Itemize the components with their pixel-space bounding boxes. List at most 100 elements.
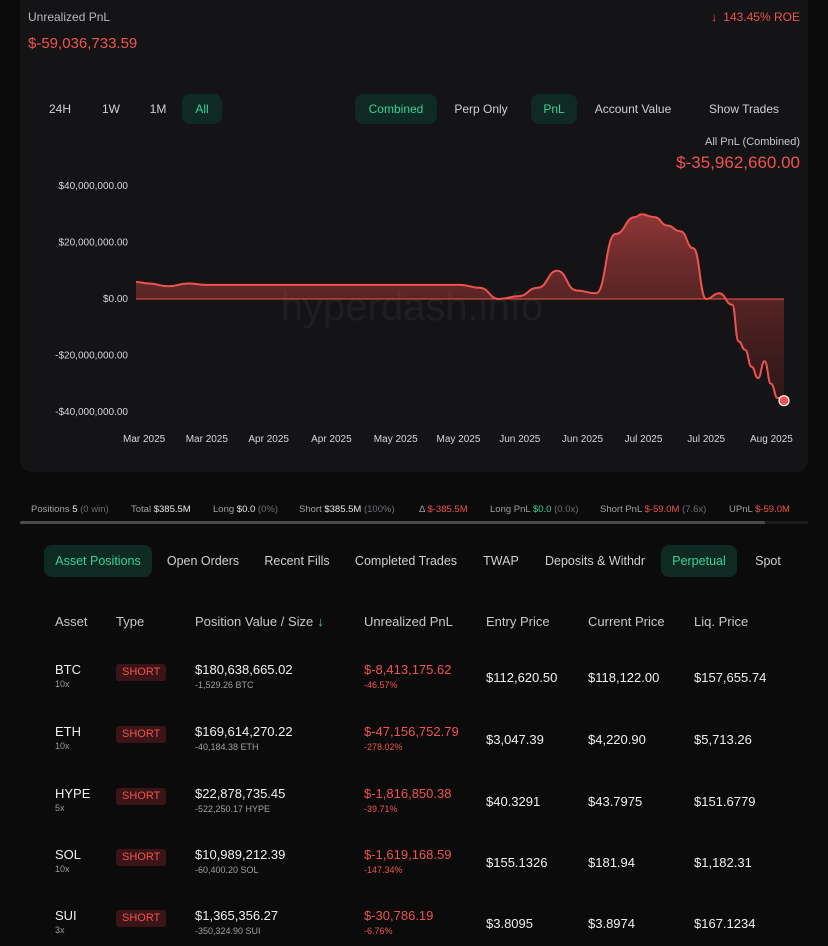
- current-price: $118,122.00: [588, 670, 660, 685]
- entry-price: $40.3291: [486, 794, 541, 809]
- unrealized-pnl: $-30,786.19: [364, 908, 434, 923]
- liquidation-price: $151.6779: [694, 794, 756, 809]
- pnl-area-fill: [136, 214, 784, 401]
- pnl-metric-button[interactable]: PnL: [531, 94, 577, 124]
- header-liq-price[interactable]: Liq. Price: [694, 614, 749, 629]
- table-row[interactable]: HYPE 5x SHORT $22,878,735.45 -522,250.17 HYP…: [0, 786, 828, 848]
- range-24h-button[interactable]: 24H: [48, 102, 71, 116]
- x-tick-label: May 2025: [374, 434, 418, 445]
- header-type[interactable]: Type: [116, 614, 145, 629]
- header-asset[interactable]: Asset: [55, 614, 88, 629]
- account-value-button[interactable]: Account Value: [594, 102, 672, 116]
- stats-long-pnl: Long PnL $0.0 (0.0x): [490, 504, 579, 515]
- position-value: $169,614,270.22: [195, 724, 293, 739]
- chart-title: All PnL (Combined): [705, 136, 800, 148]
- tab-perpetual[interactable]: Perpetual: [661, 545, 737, 577]
- range-1m-button[interactable]: 1M: [149, 102, 167, 116]
- range-1w-button[interactable]: 1W: [102, 102, 120, 116]
- unrealized-pnl: $-1,619,168.59: [364, 847, 452, 862]
- table-row[interactable]: SUI 3x SHORT $1,365,356.27 -350,324.90 SUI $-…: [0, 908, 828, 946]
- unrealized-pnl-value: $-59,036,733.59: [28, 35, 138, 52]
- tab-recent-fills[interactable]: Recent Fills: [264, 554, 330, 568]
- asset-leverage: 10x: [55, 741, 70, 751]
- unrealized-pnl-percent: -39.71%: [364, 804, 398, 814]
- position-type-badge: SHORT: [116, 726, 167, 743]
- asset-leverage: 10x: [55, 864, 70, 874]
- show-trades-button[interactable]: Show Trades: [708, 102, 780, 116]
- position-size: -1,529.26 BTC: [195, 680, 254, 690]
- pnl-last-point[interactable]: [778, 395, 790, 407]
- stats-long: Long $0.0 (0%): [213, 504, 278, 515]
- combined-button[interactable]: Combined: [355, 94, 437, 124]
- pnl-area-chart[interactable]: $40,000,000.00 $20,000,000.00 $0.00 -$20,00…: [20, 160, 808, 455]
- chart-current-value: $-35,962,660.00: [676, 153, 800, 172]
- y-axis: $40,000,000.00 $20,000,000.00 $0.00 -$20,00…: [55, 181, 128, 418]
- position-size: -60,400.20 SOL: [195, 865, 259, 875]
- y-tick-label: -$40,000,000.00: [55, 407, 128, 418]
- tab-twap[interactable]: TWAP: [483, 554, 519, 568]
- stats-short-pnl: Short PnL $-59.0M (7.6x): [600, 504, 707, 515]
- x-tick-label: Jun 2025: [499, 434, 541, 445]
- x-tick-label: Jul 2025: [625, 434, 663, 445]
- stats-upnl: UPnL $-59.0M: [729, 504, 790, 515]
- range-all-button[interactable]: All: [182, 94, 222, 124]
- y-tick-label: $20,000,000.00: [58, 238, 128, 249]
- unrealized-pnl-percent: -46.57%: [364, 680, 398, 690]
- entry-price: $3.8095: [486, 916, 533, 931]
- pnl-series-line: [135, 213, 785, 402]
- entry-price: $3,047.39: [486, 732, 544, 747]
- tab-spot[interactable]: Spot: [755, 554, 781, 568]
- header-current-price[interactable]: Current Price: [588, 614, 665, 629]
- unrealized-pnl: $-1,816,850.38: [364, 786, 452, 801]
- current-price: $4,220.90: [588, 732, 646, 747]
- asset-symbol[interactable]: SUI: [55, 908, 77, 923]
- liquidation-price: $157,655.74: [694, 670, 767, 685]
- position-type-badge: SHORT: [116, 788, 167, 805]
- entry-price: $112,620.50: [486, 670, 558, 685]
- y-tick-label: -$20,000,000.00: [55, 351, 128, 362]
- x-tick-label: Jul 2025: [687, 434, 725, 445]
- unrealized-pnl: $-47,156,752.79: [364, 724, 459, 739]
- stats-total: Total $385.5M: [131, 504, 191, 515]
- position-type-badge: SHORT: [116, 910, 167, 927]
- stats-scrollbar-thumb[interactable]: [20, 521, 765, 524]
- header-position-value[interactable]: Position Value / Size ↓: [195, 614, 324, 629]
- current-price: $43.7975: [588, 794, 643, 809]
- header-unrealized-pnl[interactable]: Unrealized PnL: [364, 614, 453, 629]
- position-value: $180,638,665.02: [195, 662, 293, 677]
- y-tick-label: $40,000,000.00: [58, 181, 128, 192]
- position-value: $22,878,735.45: [195, 786, 286, 801]
- x-tick-label: Apr 2025: [248, 434, 289, 445]
- current-price: $3.8974: [588, 916, 635, 931]
- tab-open-orders[interactable]: Open Orders: [166, 554, 240, 568]
- table-row[interactable]: ETH 10x SHORT $169,614,270.22 -40,184.38 ETH…: [0, 724, 828, 786]
- asset-symbol[interactable]: HYPE: [55, 786, 91, 801]
- table-row[interactable]: BTC 10x SHORT $180,638,665.02 -1,529.26 BTC $…: [0, 662, 828, 724]
- asset-symbol[interactable]: BTC: [55, 662, 81, 677]
- sort-desc-icon[interactable]: ↓: [317, 614, 324, 629]
- tab-completed-trades[interactable]: Completed Trades: [354, 554, 458, 568]
- unrealized-pnl: $-8,413,175.62: [364, 662, 452, 677]
- position-size: -350,324.90 SUI: [195, 926, 261, 936]
- x-tick-label: Mar 2025: [123, 434, 166, 445]
- position-value: $10,989,212.39: [195, 847, 286, 862]
- header-entry-price[interactable]: Entry Price: [486, 614, 550, 629]
- liquidation-price: $1,182.31: [694, 855, 752, 870]
- asset-leverage: 3x: [55, 925, 65, 935]
- position-type-badge: SHORT: [116, 664, 167, 681]
- table-row[interactable]: SOL 10x SHORT $10,989,212.39 -60,400.20 SOL $…: [0, 847, 828, 909]
- position-size: -40,184.38 ETH: [195, 742, 259, 752]
- stats-positions: Positions 5 (0 win): [31, 504, 109, 515]
- x-tick-label: Aug 2025: [750, 434, 793, 445]
- perp-only-button[interactable]: Perp Only: [454, 102, 508, 116]
- current-price: $181.94: [588, 855, 635, 870]
- liquidation-price: $5,713.26: [694, 732, 752, 747]
- tab-deposits-withdrawals[interactable]: Deposits & Withdr: [544, 554, 646, 568]
- tab-asset-positions[interactable]: Asset Positions: [44, 545, 152, 577]
- x-tick-label: Jun 2025: [562, 434, 604, 445]
- y-tick-label: $0.00: [103, 294, 128, 305]
- roe-value: 143.45% ROE: [723, 10, 800, 24]
- asset-symbol[interactable]: ETH: [55, 724, 81, 739]
- asset-symbol[interactable]: SOL: [55, 847, 82, 862]
- x-tick-label: Apr 2025: [311, 434, 352, 445]
